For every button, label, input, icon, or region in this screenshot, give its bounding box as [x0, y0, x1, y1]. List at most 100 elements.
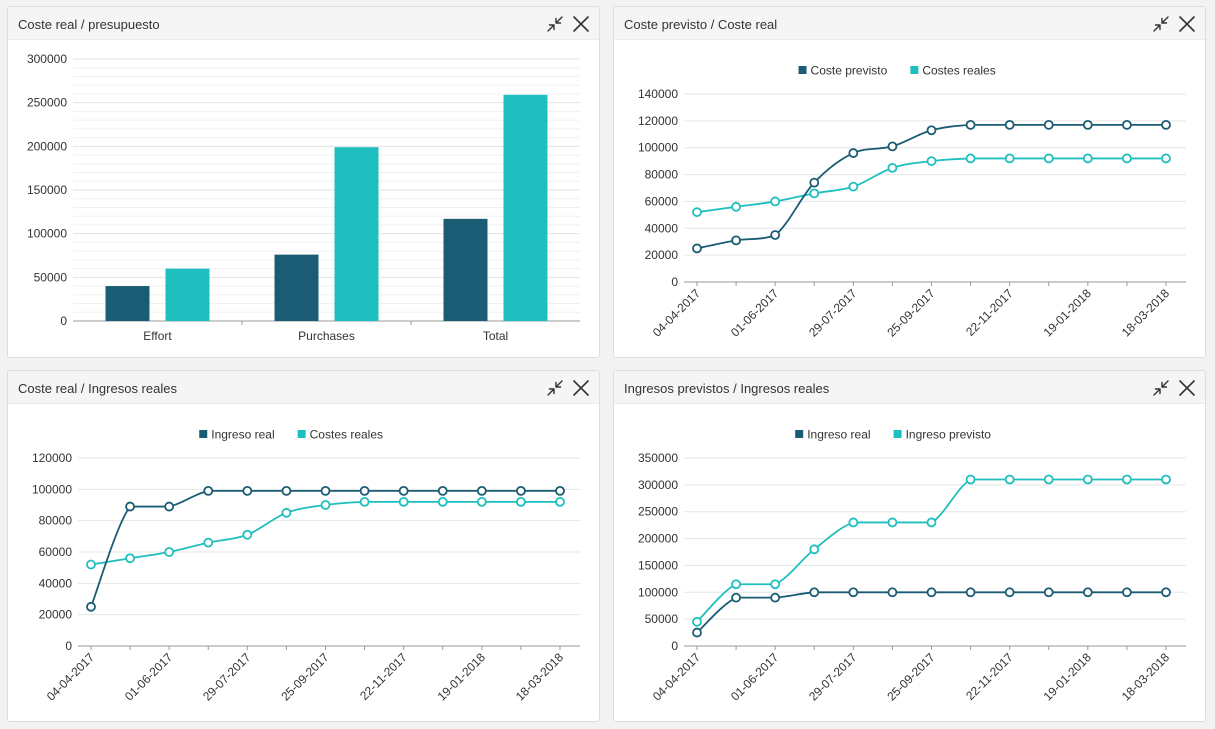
data-point[interactable] — [476, 496, 487, 507]
data-point[interactable] — [281, 486, 292, 496]
collapse-icon[interactable] — [545, 14, 565, 34]
data-point[interactable] — [965, 587, 976, 598]
data-point[interactable] — [437, 496, 448, 507]
data-point[interactable] — [692, 627, 702, 638]
collapse-icon[interactable] — [1151, 14, 1171, 34]
data-point[interactable] — [848, 181, 859, 192]
data-point[interactable] — [359, 486, 370, 496]
bar[interactable] — [105, 286, 150, 321]
data-point[interactable] — [731, 201, 741, 212]
bar[interactable] — [165, 268, 210, 321]
data-point[interactable] — [1161, 153, 1171, 164]
data-point[interactable] — [692, 616, 702, 627]
data-point[interactable] — [926, 156, 937, 167]
data-point[interactable] — [887, 162, 898, 173]
data-point[interactable] — [281, 507, 292, 518]
data-point[interactable] — [1082, 474, 1093, 485]
legend-label[interactable]: Ingreso real — [807, 428, 870, 442]
data-point[interactable] — [1004, 474, 1015, 485]
data-point[interactable] — [692, 207, 702, 218]
legend-label[interactable]: Costes reales — [310, 428, 383, 442]
data-point[interactable] — [320, 486, 331, 496]
data-point[interactable] — [242, 529, 253, 540]
data-point[interactable] — [770, 196, 781, 207]
data-point[interactable] — [203, 486, 214, 496]
data-point[interactable] — [926, 587, 937, 598]
bar[interactable] — [334, 147, 379, 321]
data-point[interactable] — [555, 486, 565, 496]
data-point[interactable] — [1082, 119, 1093, 130]
data-point[interactable] — [125, 501, 135, 512]
data-point[interactable] — [359, 496, 370, 507]
data-point[interactable] — [1122, 474, 1132, 485]
data-point[interactable] — [398, 496, 409, 507]
data-point[interactable] — [887, 141, 898, 152]
panel-coste-real-ingresos-reales: Coste real / Ingresos reales Ingreso rea… — [7, 370, 600, 722]
legend-label[interactable]: Ingreso previsto — [906, 428, 992, 442]
data-point[interactable] — [164, 547, 175, 557]
data-point[interactable] — [1082, 153, 1093, 164]
data-point[interactable] — [809, 544, 820, 555]
bar[interactable] — [503, 94, 548, 321]
data-point[interactable] — [965, 153, 976, 164]
bar-chart: 0 50000 100000 150000 200000 250000 300000 Effo… — [27, 52, 580, 343]
data-point[interactable] — [1082, 587, 1093, 598]
data-point[interactable] — [809, 177, 820, 188]
data-point[interactable] — [1043, 587, 1054, 598]
data-point[interactable] — [809, 188, 820, 199]
data-point[interactable] — [1004, 119, 1015, 130]
data-point[interactable] — [809, 587, 820, 598]
data-point[interactable] — [398, 486, 409, 496]
bar[interactable] — [274, 254, 319, 321]
data-point[interactable] — [516, 496, 526, 507]
data-point[interactable] — [1004, 153, 1015, 164]
data-point[interactable] — [731, 579, 741, 590]
legend-label[interactable]: Coste previsto — [811, 64, 888, 78]
bar[interactable] — [443, 218, 488, 321]
data-point[interactable] — [770, 592, 781, 603]
data-point[interactable] — [965, 474, 976, 485]
data-point[interactable] — [731, 235, 741, 246]
data-point[interactable] — [1161, 474, 1171, 485]
data-point[interactable] — [887, 587, 898, 598]
data-point[interactable] — [125, 553, 135, 564]
collapse-icon[interactable] — [1151, 378, 1171, 398]
data-point[interactable] — [86, 559, 96, 570]
close-icon[interactable] — [571, 14, 591, 34]
data-point[interactable] — [1122, 153, 1132, 164]
data-point[interactable] — [476, 486, 487, 496]
close-icon[interactable] — [571, 378, 591, 398]
data-point[interactable] — [1122, 119, 1132, 130]
legend-label[interactable]: Costes reales — [922, 64, 995, 78]
data-point[interactable] — [965, 119, 976, 130]
data-point[interactable] — [437, 486, 448, 496]
data-point[interactable] — [1043, 153, 1054, 164]
data-point[interactable] — [1004, 587, 1015, 598]
data-point[interactable] — [926, 517, 937, 528]
data-point[interactable] — [848, 517, 859, 528]
data-point[interactable] — [770, 579, 781, 590]
data-point[interactable] — [692, 243, 702, 254]
data-point[interactable] — [1043, 474, 1054, 485]
data-point[interactable] — [1161, 119, 1171, 130]
data-point[interactable] — [516, 486, 526, 496]
data-point[interactable] — [731, 592, 741, 603]
data-point[interactable] — [86, 601, 96, 612]
data-point[interactable] — [1122, 587, 1132, 598]
close-icon[interactable] — [1177, 14, 1197, 34]
data-point[interactable] — [242, 486, 253, 496]
data-point[interactable] — [926, 125, 937, 136]
data-point[interactable] — [848, 148, 859, 158]
data-point[interactable] — [887, 517, 898, 528]
close-icon[interactable] — [1177, 378, 1197, 398]
data-point[interactable] — [1043, 119, 1054, 130]
data-point[interactable] — [203, 537, 214, 548]
data-point[interactable] — [320, 500, 331, 510]
data-point[interactable] — [1161, 587, 1171, 598]
data-point[interactable] — [555, 496, 565, 507]
legend-label[interactable]: Ingreso real — [211, 428, 274, 442]
data-point[interactable] — [164, 501, 175, 512]
data-point[interactable] — [848, 587, 859, 598]
data-point[interactable] — [770, 230, 781, 240]
collapse-icon[interactable] — [545, 378, 565, 398]
